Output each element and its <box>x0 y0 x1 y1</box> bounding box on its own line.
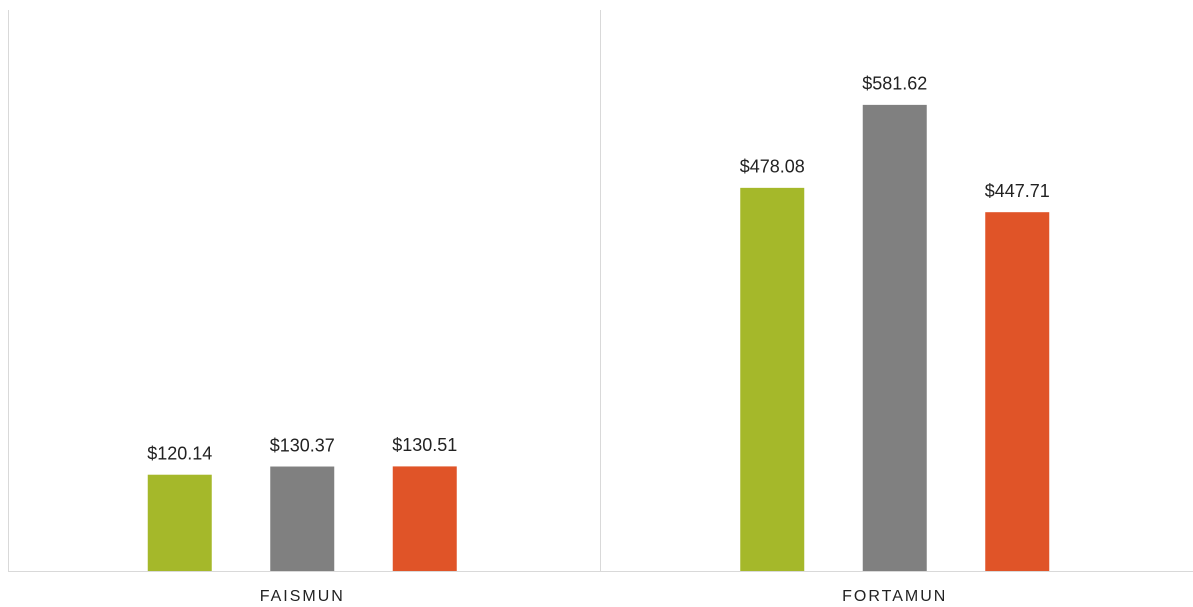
data-label: $130.37 <box>270 435 335 455</box>
data-label: $120.14 <box>147 443 212 463</box>
bar <box>985 212 1050 571</box>
x-tick-label: FAISMUN <box>260 588 345 605</box>
data-label: $447.71 <box>985 181 1050 201</box>
data-label: $581.62 <box>862 74 927 94</box>
x-tick-label: FORTAMUN <box>842 588 947 605</box>
data-label: $130.51 <box>392 435 457 455</box>
bar <box>740 187 805 571</box>
bar <box>862 104 927 572</box>
data-label: $478.08 <box>740 157 805 177</box>
bar <box>270 466 335 571</box>
bar <box>392 466 457 571</box>
bar <box>147 474 212 571</box>
